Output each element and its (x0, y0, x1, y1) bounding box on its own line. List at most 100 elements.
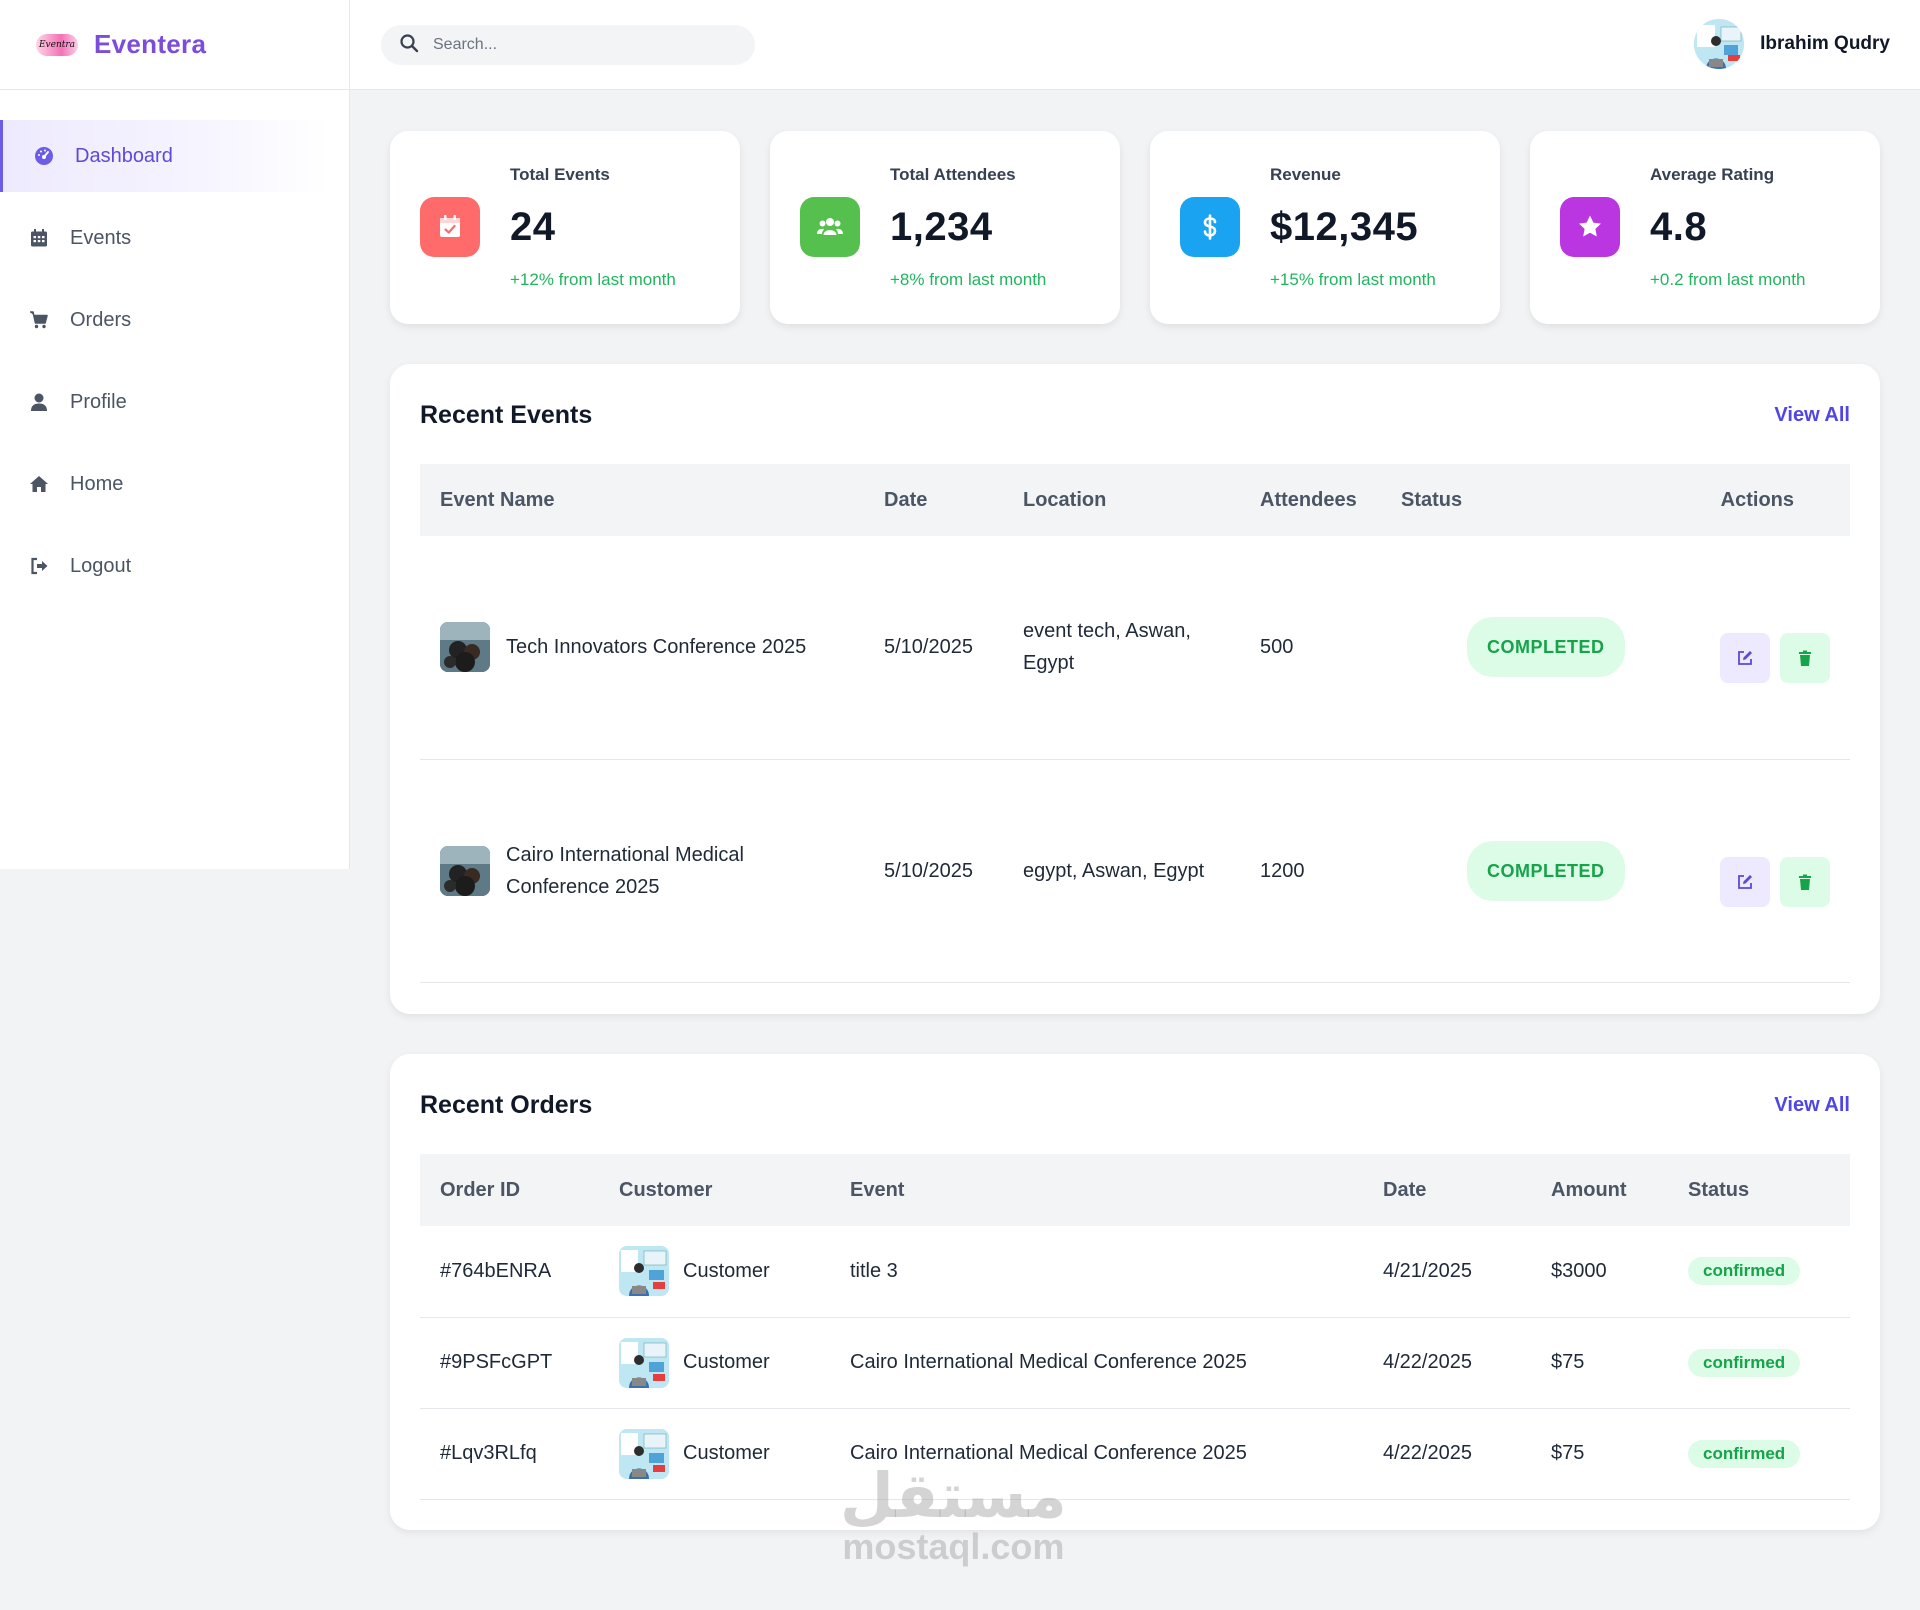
order-date: 4/22/2025 (1363, 1317, 1531, 1409)
brand-logo: Eventra (36, 33, 78, 56)
stat-change: +0.2 from last month (1650, 270, 1806, 289)
customer-name: Customer (683, 1351, 770, 1373)
stat-value: 4.8 (1650, 205, 1708, 249)
order-amount: $75 (1531, 1408, 1668, 1500)
row-actions (1587, 835, 1830, 907)
column-header: Customer (599, 1154, 830, 1226)
customer-cell: Customer (619, 1337, 810, 1388)
delete-button[interactable] (1780, 856, 1830, 907)
table-row: #764bENRA Customer title 3 4/21/2025 $30… (420, 1226, 1850, 1318)
stat-card-total-events: Total Events 24 +12% from last month (390, 131, 740, 324)
column-header: Status (1668, 1154, 1850, 1226)
status-badge: confirmed (1688, 1257, 1801, 1286)
stat-change: +15% from last month (1270, 270, 1436, 289)
stat-value: 24 (510, 205, 556, 249)
event-location: egypt, Aswan, Egypt (1003, 759, 1240, 983)
column-header: Status (1381, 464, 1567, 536)
order-date: 4/22/2025 (1363, 1408, 1531, 1500)
order-id: #764bENRA (420, 1226, 599, 1318)
recent-events-title: Recent Events (420, 400, 593, 429)
column-header: Event Name (420, 464, 864, 536)
table-row: Tech Innovators Conference 2025 5/10/202… (420, 536, 1850, 760)
customer-avatar (619, 1246, 669, 1297)
customer-name: Customer (683, 1442, 770, 1464)
recent-orders-title: Recent Orders (420, 1090, 593, 1119)
sidebar-item-home[interactable]: Home (0, 448, 349, 520)
avatar (1694, 19, 1745, 69)
star-icon (1560, 197, 1620, 257)
recent-orders-panel: Recent Orders View All Order ID Customer… (390, 1054, 1880, 1530)
search-input[interactable] (433, 36, 733, 54)
search-box[interactable] (381, 25, 755, 65)
stat-label: Revenue (1270, 165, 1341, 184)
stat-card-revenue: Revenue $12,345 +15% from last month (1150, 131, 1500, 324)
brand-logo-text: Eventra (38, 39, 76, 50)
column-header: Amount (1531, 1154, 1668, 1226)
main-content: Total Events 24 +12% from last month Tot… (390, 131, 1880, 1530)
stat-card-total-attendees: Total Attendees 1,234 +8% from last mont… (770, 131, 1120, 324)
stat-value: 1,234 (890, 205, 993, 249)
status-badge: COMPLETED (1467, 617, 1625, 678)
watermark: مستقل mostaql.com (840, 1465, 1067, 1567)
stats-row: Total Events 24 +12% from last month Tot… (390, 131, 1880, 324)
stat-change: +12% from last month (510, 270, 676, 289)
table-header-row: Order ID Customer Event Date Amount Stat… (420, 1154, 1850, 1226)
sidebar-item-label: Dashboard (75, 144, 173, 167)
sidebar-item-dashboard[interactable]: Dashboard (0, 120, 331, 192)
sidebar-item-label: Home (70, 472, 124, 495)
search-icon (399, 33, 419, 58)
user-icon (28, 391, 50, 413)
sidebar-item-events[interactable]: Events (0, 202, 349, 274)
status-badge: COMPLETED (1467, 840, 1625, 901)
sidebar: Eventra Eventera Dashboard Events Orders (0, 0, 350, 869)
stat-label: Average Rating (1650, 165, 1775, 184)
sidebar-item-logout[interactable]: Logout (0, 530, 349, 602)
column-header: Order ID (420, 1154, 599, 1226)
stat-value: $12,345 (1270, 205, 1419, 249)
events-table: Event Name Date Location Attendees Statu… (420, 464, 1850, 983)
edit-icon (1738, 874, 1752, 889)
customer-cell: Customer (619, 1428, 810, 1479)
column-header: Event (830, 1154, 1363, 1226)
orders-view-all-link[interactable]: View All (1774, 1093, 1850, 1116)
dashboard-icon (33, 145, 55, 167)
recent-events-panel: Recent Events View All Event Name Date L… (390, 364, 1880, 1014)
event-thumbnail (440, 845, 490, 896)
top-bar: Ibrahim Qudry (350, 0, 1920, 90)
customer-cell: Customer (619, 1246, 810, 1297)
trash-icon (1799, 650, 1811, 667)
edit-button[interactable] (1720, 633, 1770, 684)
status-badge: confirmed (1688, 1348, 1801, 1377)
status-badge: confirmed (1688, 1439, 1801, 1468)
recent-orders-header: Recent Orders View All (420, 1054, 1850, 1154)
sidebar-item-orders[interactable]: Orders (0, 284, 349, 356)
sidebar-item-label: Profile (70, 390, 127, 413)
column-header: Location (1003, 464, 1240, 536)
table-row: #9PSFcGPT Customer Cairo International M… (420, 1317, 1850, 1409)
order-amount: $3000 (1531, 1226, 1668, 1318)
column-header: Actions (1567, 464, 1850, 536)
events-view-all-link[interactable]: View All (1774, 403, 1850, 426)
column-header: Date (864, 464, 1003, 536)
watermark-arabic: مستقل (840, 1459, 1067, 1532)
user-menu[interactable]: Ibrahim Qudry (1694, 19, 1890, 69)
table-header-row: Event Name Date Location Attendees Statu… (420, 464, 1850, 536)
calendar-check-icon (420, 197, 480, 257)
sidebar-item-label: Orders (70, 308, 132, 331)
dollar-icon (1180, 197, 1240, 257)
delete-button[interactable] (1780, 633, 1830, 684)
order-event: Cairo International Medical Conference 2… (830, 1408, 1363, 1500)
edit-button[interactable] (1720, 856, 1770, 907)
column-header: Date (1363, 1154, 1531, 1226)
users-icon (800, 197, 860, 257)
brand[interactable]: Eventra Eventera (0, 0, 349, 90)
stat-label: Total Attendees (890, 165, 1016, 184)
brand-name: Eventera (94, 29, 207, 59)
home-icon (28, 473, 50, 495)
sidebar-item-label: Events (70, 226, 132, 249)
event-name-cell: Cairo International Medical Conference 2… (440, 839, 844, 903)
sidebar-item-profile[interactable]: Profile (0, 366, 349, 438)
edit-icon (1738, 651, 1752, 666)
event-name: Tech Innovators Conference 2025 (506, 636, 807, 659)
event-attendees: 500 (1240, 536, 1381, 760)
